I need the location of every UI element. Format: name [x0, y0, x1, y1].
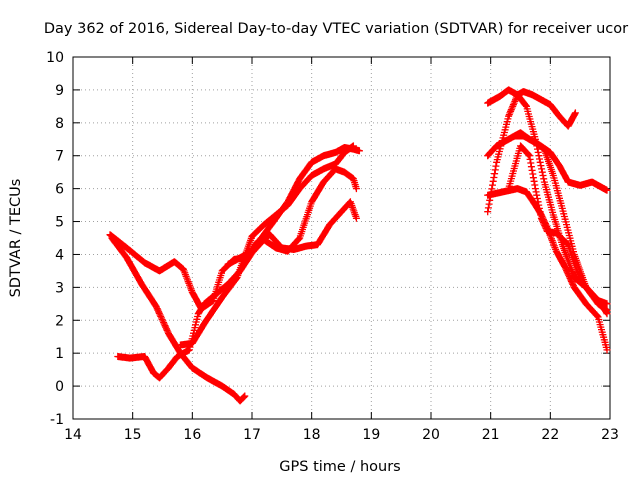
- x-axis-label: GPS time / hours: [279, 459, 400, 475]
- series-markers: [484, 185, 610, 353]
- series-markers: [484, 91, 610, 314]
- x-tick-label: 21: [482, 427, 500, 443]
- y-tick-label: 2: [55, 313, 64, 329]
- x-tick-label: 17: [243, 427, 261, 443]
- x-tick-label: 22: [541, 427, 559, 443]
- x-tick-label: 23: [601, 427, 619, 443]
- y-tick-label: 9: [55, 83, 64, 99]
- x-tick-label: 14: [64, 427, 82, 443]
- y-tick-label: 8: [55, 116, 64, 132]
- series-markers: [107, 198, 360, 312]
- y-tick-label: 5: [55, 215, 64, 231]
- series-markers: [108, 235, 248, 405]
- y-axis-label: SDTVAR / TECUs: [8, 179, 24, 298]
- y-tick-label: 3: [55, 280, 64, 296]
- series-s11: [511, 133, 611, 308]
- x-tick-label: 15: [124, 427, 142, 443]
- chart-title: Day 362 of 2016, Sidereal Day-to-day VTE…: [44, 21, 628, 37]
- y-tick-label: 1: [55, 346, 64, 362]
- series-s9: [484, 91, 610, 314]
- y-tick-label: 10: [46, 50, 64, 66]
- x-tick-label: 18: [303, 427, 321, 443]
- x-tick-label: 16: [183, 427, 201, 443]
- y-tick-label: 7: [55, 149, 64, 165]
- y-tick-label: 0: [55, 379, 64, 395]
- series-s2: [108, 235, 248, 405]
- y-tick-label: 6: [55, 182, 64, 198]
- series-s8: [484, 185, 610, 353]
- y-tick-label: 4: [55, 247, 64, 263]
- y-tick-label: -1: [50, 412, 64, 428]
- series-s1: [107, 198, 360, 312]
- series-markers: [511, 133, 611, 308]
- x-tick-label: 20: [422, 427, 440, 443]
- data-layer: [107, 86, 611, 404]
- x-tick-label: 19: [362, 427, 380, 443]
